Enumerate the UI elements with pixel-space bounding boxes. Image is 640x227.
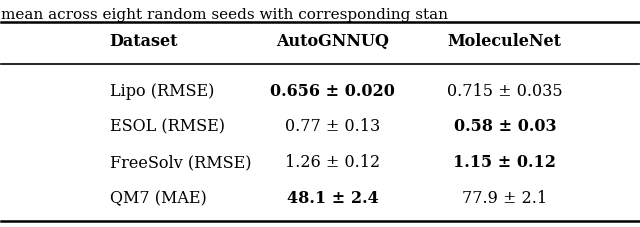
Text: 48.1 ± 2.4: 48.1 ± 2.4	[287, 190, 379, 207]
Text: FreeSolv (RMSE): FreeSolv (RMSE)	[109, 154, 252, 171]
Text: 0.656 ± 0.020: 0.656 ± 0.020	[270, 83, 395, 100]
Text: 0.715 ± 0.035: 0.715 ± 0.035	[447, 83, 563, 100]
Text: AutoGNNUQ: AutoGNNUQ	[276, 33, 389, 50]
Text: 0.77 ± 0.13: 0.77 ± 0.13	[285, 118, 380, 136]
Text: 1.15 ± 0.12: 1.15 ± 0.12	[453, 154, 556, 171]
Text: mean across eight random seeds with corresponding stan: mean across eight random seeds with corr…	[1, 8, 449, 22]
Text: Dataset: Dataset	[109, 33, 178, 50]
Text: QM7 (MAE): QM7 (MAE)	[109, 190, 207, 207]
Text: 77.9 ± 2.1: 77.9 ± 2.1	[462, 190, 547, 207]
Text: 1.26 ± 0.12: 1.26 ± 0.12	[285, 154, 380, 171]
Text: ESOL (RMSE): ESOL (RMSE)	[109, 118, 225, 136]
Text: MoleculeNet: MoleculeNet	[448, 33, 562, 50]
Text: Lipo (RMSE): Lipo (RMSE)	[109, 83, 214, 100]
Text: 0.58 ± 0.03: 0.58 ± 0.03	[454, 118, 556, 136]
